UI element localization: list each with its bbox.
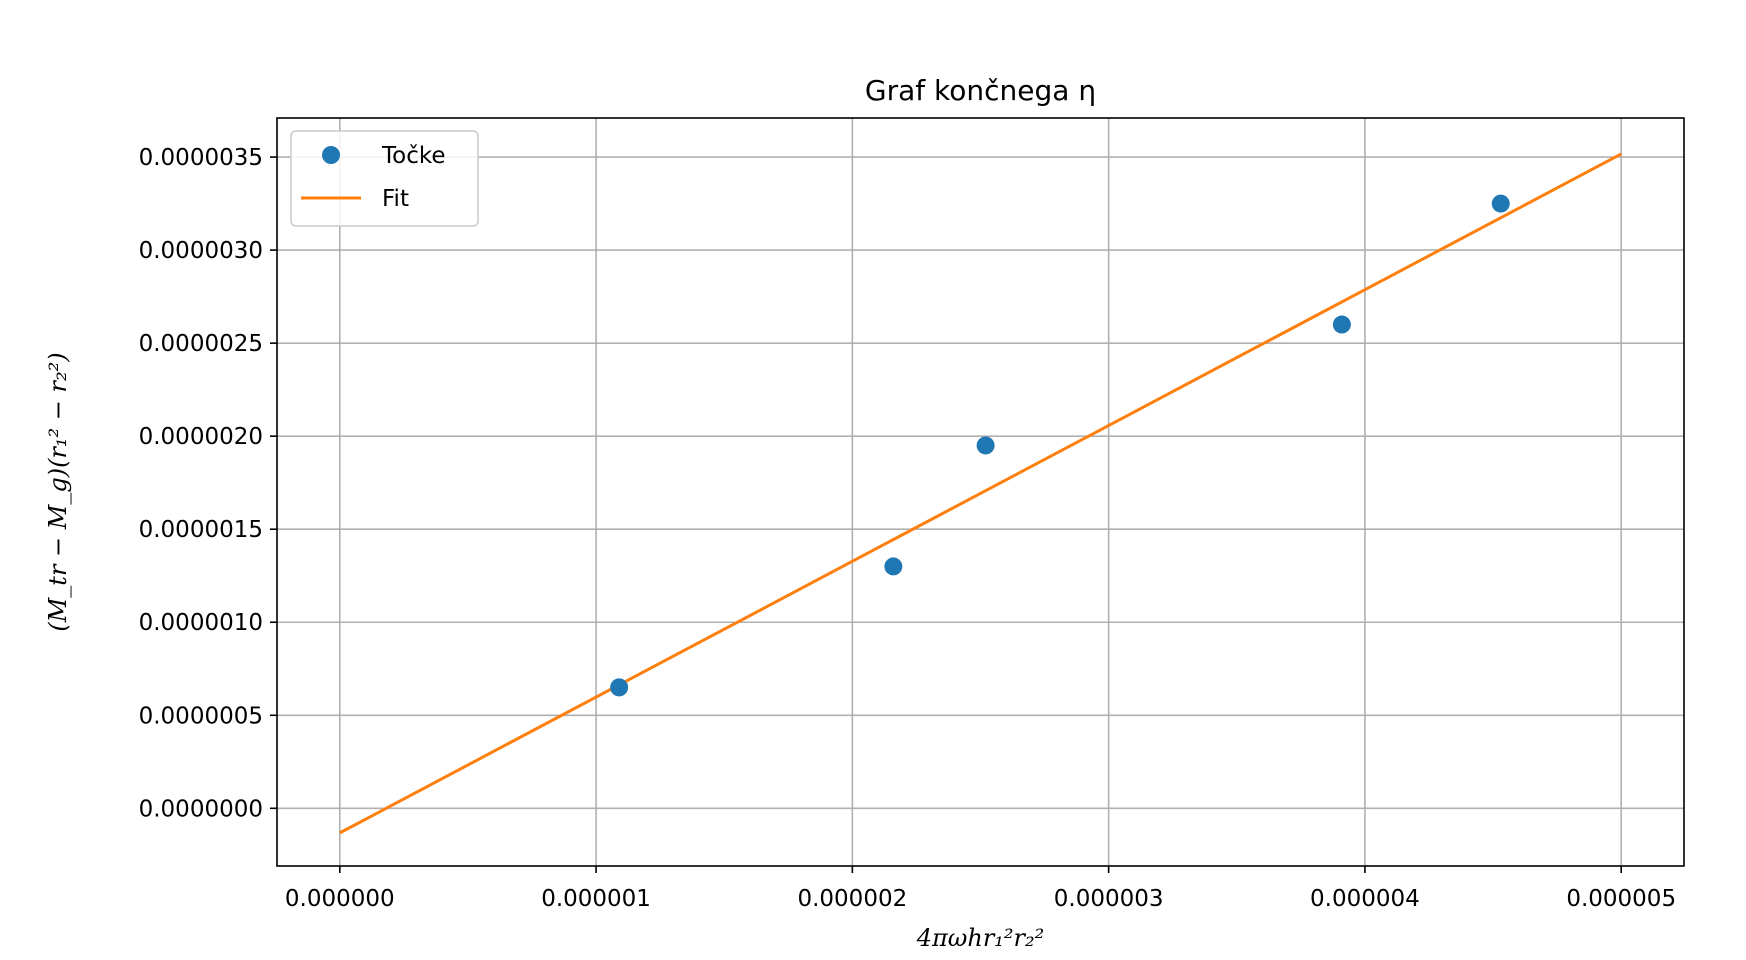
y-tick-label: 0.0000035 — [139, 145, 263, 171]
y-axis-ticks: 0.0000000 0.0000005 0.0000010 0.0000015 0.00… — [139, 145, 277, 822]
legend-label: Fit — [382, 186, 409, 212]
y-tick-label: 0.0000010 — [139, 610, 263, 636]
data-point — [976, 436, 995, 455]
x-tick-label: 0.000005 — [1566, 886, 1676, 912]
x-axis-label: 4πωhr₁²r₂² — [916, 924, 1045, 952]
x-tick-label: 0.000002 — [797, 886, 907, 912]
y-axis-label: (M_tr − M_g)(r₁² − r₂²) — [44, 352, 72, 631]
legend: Točke Fit — [290, 130, 479, 227]
grid — [277, 118, 1684, 866]
plot-area-frame — [276, 117, 1685, 867]
data-point — [610, 678, 629, 697]
chart-title: Graf končnega η — [865, 74, 1096, 107]
points-layer — [610, 194, 1510, 697]
y-tick-label: 0.0000030 — [139, 238, 263, 264]
y-tick-label: 0.0000005 — [139, 703, 263, 729]
data-point — [1491, 194, 1510, 213]
x-tick-label: 0.000000 — [285, 886, 395, 912]
x-tick-label: 0.000001 — [541, 886, 651, 912]
fit-line — [339, 152, 1622, 835]
data-point — [1332, 315, 1351, 334]
x-axis-ticks: 0.000000 0.000001 0.000002 0.000003 0.000004… — [285, 866, 1676, 912]
y-tick-label: 0.0000000 — [139, 796, 263, 822]
legend-label: Točke — [381, 143, 446, 169]
data-point — [884, 557, 903, 576]
fit-layer — [339, 152, 1622, 835]
x-tick-label: 0.000003 — [1054, 886, 1164, 912]
x-tick-label: 0.000004 — [1310, 886, 1420, 912]
legend-marker-swatch — [322, 146, 340, 164]
y-tick-label: 0.0000025 — [139, 331, 263, 357]
y-tick-label: 0.0000015 — [139, 517, 263, 543]
y-tick-label: 0.0000020 — [139, 424, 263, 450]
